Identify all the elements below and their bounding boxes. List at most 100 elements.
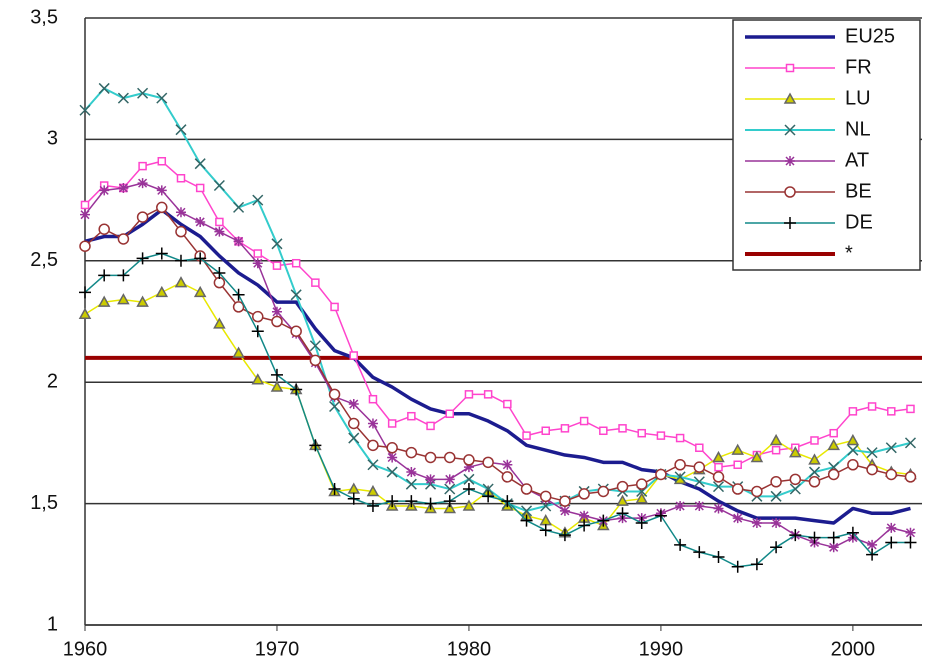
marker — [232, 346, 245, 358]
marker — [156, 92, 168, 104]
marker — [251, 325, 264, 338]
marker — [867, 539, 878, 550]
marker — [156, 185, 167, 196]
marker — [367, 418, 378, 429]
marker — [213, 180, 225, 192]
marker — [252, 310, 264, 323]
marker — [827, 468, 840, 481]
marker — [712, 551, 725, 564]
marker — [503, 399, 512, 409]
marker — [462, 483, 475, 496]
marker — [847, 444, 859, 456]
legend-label: EU25 — [845, 25, 895, 47]
marker — [769, 433, 783, 446]
marker — [674, 538, 687, 551]
marker — [463, 454, 475, 466]
marker — [520, 483, 533, 495]
marker — [712, 471, 725, 483]
marker — [789, 483, 801, 495]
series-line — [84, 252, 911, 568]
marker — [253, 249, 263, 258]
marker — [731, 443, 744, 455]
marker — [157, 157, 167, 166]
marker — [846, 433, 860, 446]
marker — [290, 289, 302, 301]
x-tick-label: 2000 — [831, 638, 876, 660]
marker — [656, 431, 666, 440]
marker — [366, 500, 379, 513]
marker — [291, 258, 301, 268]
marker — [233, 201, 245, 213]
marker — [695, 443, 704, 453]
marker — [271, 238, 283, 250]
marker — [252, 258, 263, 269]
marker — [785, 156, 795, 166]
marker — [463, 462, 474, 473]
legend-box — [732, 19, 921, 271]
marker — [99, 185, 110, 196]
marker — [887, 407, 896, 416]
marker — [387, 419, 397, 428]
marker — [213, 266, 226, 279]
marker — [770, 490, 782, 502]
marker — [579, 510, 590, 521]
marker — [117, 293, 130, 305]
marker — [616, 494, 629, 506]
marker — [270, 368, 283, 381]
marker — [541, 426, 550, 436]
marker — [117, 269, 130, 282]
marker — [232, 301, 245, 313]
marker — [789, 473, 802, 486]
marker — [885, 536, 898, 549]
marker — [444, 483, 456, 495]
marker — [80, 200, 90, 210]
marker — [539, 490, 552, 503]
marker — [539, 524, 552, 537]
marker — [866, 447, 878, 459]
marker — [98, 82, 110, 94]
marker — [194, 252, 207, 265]
marker — [712, 450, 725, 463]
marker — [367, 439, 379, 452]
marker — [386, 466, 398, 478]
marker — [309, 340, 321, 352]
marker — [732, 513, 743, 524]
marker — [784, 186, 796, 198]
marker — [425, 474, 436, 485]
marker — [386, 442, 398, 454]
marker — [597, 485, 610, 498]
x-tick-label: 1960 — [63, 638, 108, 660]
marker — [290, 383, 303, 396]
marker — [731, 483, 744, 495]
marker — [578, 519, 591, 532]
legend-label: LU — [845, 87, 871, 109]
legend-label: AT — [845, 149, 869, 171]
marker — [387, 452, 398, 463]
marker — [693, 476, 705, 488]
y-tick-label: 1,5 — [30, 492, 58, 514]
marker — [349, 351, 359, 360]
marker — [406, 467, 417, 478]
marker — [464, 390, 474, 399]
marker — [174, 254, 187, 267]
marker — [78, 307, 92, 319]
marker — [712, 481, 725, 493]
marker — [195, 216, 206, 227]
marker — [783, 92, 797, 104]
marker — [309, 354, 322, 367]
marker — [137, 87, 149, 99]
marker — [80, 209, 90, 220]
marker — [616, 507, 629, 520]
marker — [904, 471, 917, 483]
marker — [599, 426, 608, 436]
marker — [136, 252, 149, 265]
marker — [424, 497, 437, 510]
marker — [155, 285, 169, 298]
marker — [674, 471, 686, 483]
marker — [174, 276, 188, 288]
marker — [694, 501, 705, 512]
marker — [347, 492, 360, 505]
marker — [348, 399, 359, 410]
marker — [906, 404, 915, 414]
